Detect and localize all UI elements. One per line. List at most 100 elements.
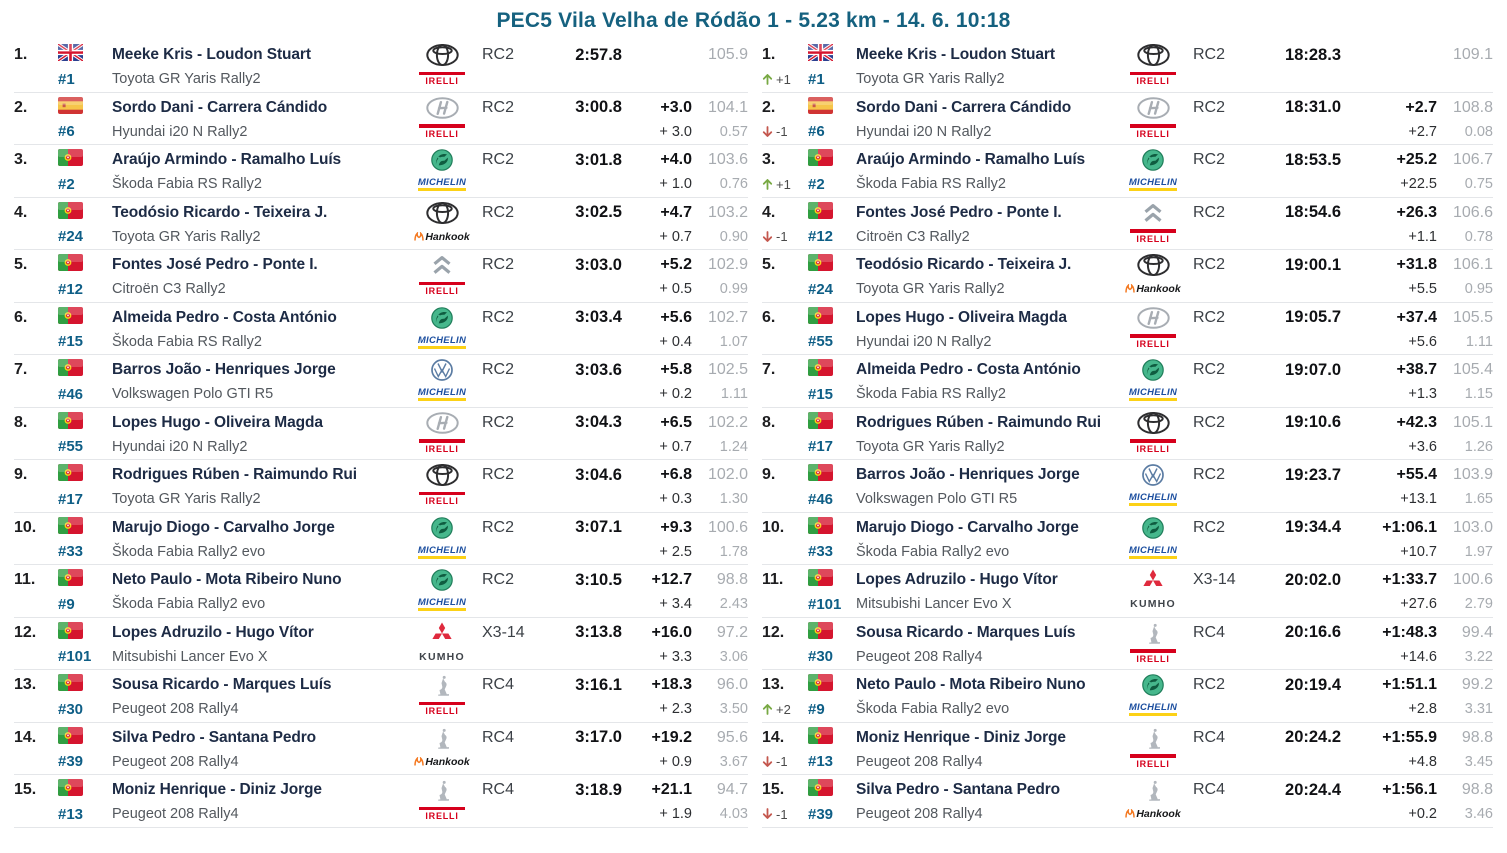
crew-cell: Neto Paulo - Mota Ribeiro Nuno Škoda Fab…: [856, 670, 1113, 722]
position-change: [762, 382, 808, 406]
pt-flag-icon: [808, 306, 833, 329]
crew-link[interactable]: Moniz Henrique - Diniz Jorge: [112, 781, 322, 798]
crew-link[interactable]: Meeke Kris - Loudon Stuart: [856, 46, 1055, 63]
crew-link[interactable]: Teodósio Ricardo - Teixeira J.: [112, 203, 328, 221]
class-label: RC2: [1193, 98, 1226, 116]
crew-link[interactable]: Teodósio Ricardo - Teixeira J.: [856, 256, 1072, 273]
time-value: 3:18.9: [575, 780, 622, 799]
entry-cell: #15: [808, 355, 856, 407]
diff-to-leader: +5.6: [660, 308, 692, 326]
crew-cell: Marujo Diogo - Carvalho Jorge Škoda Fabi…: [856, 513, 1113, 565]
position-number: 12.: [762, 623, 785, 641]
time-value: 3:04.6: [575, 465, 622, 484]
entry-cell: #6: [808, 93, 856, 145]
diff-to-leader: +38.7: [1396, 361, 1437, 378]
entry-cell: #2: [808, 145, 856, 197]
crew-link[interactable]: Sordo Dani - Carrera Cándido: [112, 98, 328, 116]
diff-to-leader: +3.0: [660, 98, 692, 116]
crew-link[interactable]: Silva Pedro - Santana Pedro: [112, 728, 317, 746]
diff-to-previous: +14.6: [1400, 648, 1437, 665]
time-cell: 19:23.7: [1245, 460, 1341, 512]
pt-flag-icon: [58, 621, 83, 644]
michelin-logo-icon: MICHELIN: [402, 172, 482, 196]
class-cell: RC2: [1193, 145, 1245, 197]
crew-link[interactable]: Neto Paulo - Mota Ribeiro Nuno: [112, 571, 342, 588]
time-cell: 19:10.6: [1245, 408, 1341, 460]
crew-link[interactable]: Lopes Adruzilo - Hugo Vítor: [112, 623, 314, 641]
result-row: 11. #101 Lopes Adruzilo - Hugo Vítor Mit…: [762, 565, 1493, 618]
pt-flag-icon: [58, 726, 83, 749]
diff-to-previous: +5.6: [1408, 333, 1437, 350]
entry-cell: #39: [58, 723, 112, 775]
crew-link[interactable]: Rodrigues Rúben - Raimundo Rui: [856, 413, 1101, 431]
pt-flag-icon: [808, 779, 833, 801]
crew-link[interactable]: Barros João - Henriques Jorge: [856, 466, 1080, 483]
pt-flag-icon: [808, 359, 833, 381]
overall-results-table: 1. +1 #1 Meeke Kris - Loudon Stuart Toyo…: [762, 40, 1493, 828]
result-row: 1. +1 #1 Meeke Kris - Loudon Stuart Toyo…: [762, 40, 1493, 93]
crew-link[interactable]: Barros João - Henriques Jorge: [112, 361, 336, 378]
class-cell: RC2: [1193, 40, 1245, 92]
time-cell: 19:07.0: [1245, 355, 1341, 407]
crew-link[interactable]: Sousa Ricardo - Marques Luís: [112, 676, 332, 693]
class-label: RC2: [482, 46, 515, 63]
crew-cell: Moniz Henrique - Diniz Jorge Peugeot 208…: [856, 723, 1113, 775]
crew-link[interactable]: Marujo Diogo - Carvalho Jorge: [856, 518, 1079, 536]
crew-link[interactable]: Rodrigues Rúben - Raimundo Rui: [112, 466, 357, 483]
brand-cell: Hankook: [1113, 775, 1193, 827]
pirelli-logo-icon: IRELLI: [1113, 750, 1193, 774]
diff-to-leader: +1:06.1: [1382, 518, 1437, 536]
diff-to-previous: + 3.0: [659, 123, 692, 140]
position-change: [762, 277, 808, 301]
class-label: RC2: [1193, 308, 1226, 326]
crew-link[interactable]: Fontes José Pedro - Ponte I.: [856, 203, 1062, 221]
speed-cell: 106.6 0.78: [1437, 198, 1493, 250]
crew-link[interactable]: Sousa Ricardo - Marques Luís: [856, 623, 1076, 641]
crew-link[interactable]: Moniz Henrique - Diniz Jorge: [856, 728, 1066, 746]
crew-link[interactable]: Lopes Adruzilo - Hugo Vítor: [856, 571, 1058, 588]
speed-cell: 103.9 1.65: [1437, 460, 1493, 512]
crew-link[interactable]: Almeida Pedro - Costa António: [856, 361, 1081, 378]
crew-link[interactable]: Marujo Diogo - Carvalho Jorge: [112, 518, 335, 536]
crew-link[interactable]: Fontes José Pedro - Ponte I.: [112, 256, 318, 273]
entry-cell: #1: [57, 40, 112, 92]
result-row: 3. +1 #2 Araújo Armindo - Ramalho Luís Š…: [762, 145, 1493, 198]
time-cell: 19:05.7: [1245, 303, 1341, 355]
position-change: [762, 645, 808, 669]
entry-cell: #15: [58, 303, 112, 355]
position-change: -1: [762, 120, 808, 144]
car-model: Hyundai i20 N Rally2: [112, 438, 248, 455]
entry-cell: #17: [808, 408, 856, 460]
crew-link[interactable]: Meeke Kris - Loudon Stuart: [112, 46, 311, 63]
crew-cell: Sordo Dani - Carrera Cándido Hyundai i20…: [856, 93, 1113, 145]
speed-cell: 98.8 3.46: [1437, 775, 1493, 827]
crew-link[interactable]: Lopes Hugo - Oliveira Magda: [112, 413, 323, 431]
arrow-up-icon: [762, 703, 773, 715]
diff-to-previous: +22.5: [1400, 176, 1437, 192]
crew-link[interactable]: Silva Pedro - Santana Pedro: [856, 781, 1061, 798]
crew-link[interactable]: Araújo Armindo - Ramalho Luís: [112, 151, 342, 168]
crew-link[interactable]: Lopes Hugo - Oliveira Magda: [856, 308, 1067, 326]
position-change: +2: [762, 697, 808, 721]
car-model: Škoda Fabia RS Rally2: [112, 333, 262, 350]
crew-link[interactable]: Araújo Armindo - Ramalho Luís: [856, 151, 1086, 168]
diff-to-previous: +27.6: [1400, 596, 1437, 612]
position-number: 3.: [762, 151, 776, 168]
time-value: 20:19.4: [1285, 675, 1341, 694]
crew-link[interactable]: Neto Paulo - Mota Ribeiro Nuno: [856, 676, 1086, 693]
arrow-up-icon: [762, 73, 773, 85]
car-number: #13: [808, 753, 834, 770]
diff-cell: +31.8 +5.5: [1341, 250, 1437, 302]
car-number: #46: [808, 490, 834, 508]
car-number: #2: [58, 175, 75, 193]
crew-link[interactable]: Sordo Dani - Carrera Cándido: [856, 98, 1072, 116]
pt-flag-icon: [58, 516, 83, 539]
car-number: #9: [58, 595, 75, 613]
class-cell: RC4: [482, 723, 536, 775]
result-row: 3. #2 Araújo Armindo - Ramalho Luís Škod…: [14, 145, 748, 198]
gap-coefficient: 1.11: [1465, 333, 1493, 350]
position-change-value: +1: [776, 176, 791, 192]
crew-link[interactable]: Almeida Pedro - Costa António: [112, 308, 337, 326]
time-cell: 20:24.4: [1245, 775, 1341, 827]
results-tables: 1. #1 Meeke Kris - Loudon Stuart Toyota …: [0, 40, 1507, 828]
